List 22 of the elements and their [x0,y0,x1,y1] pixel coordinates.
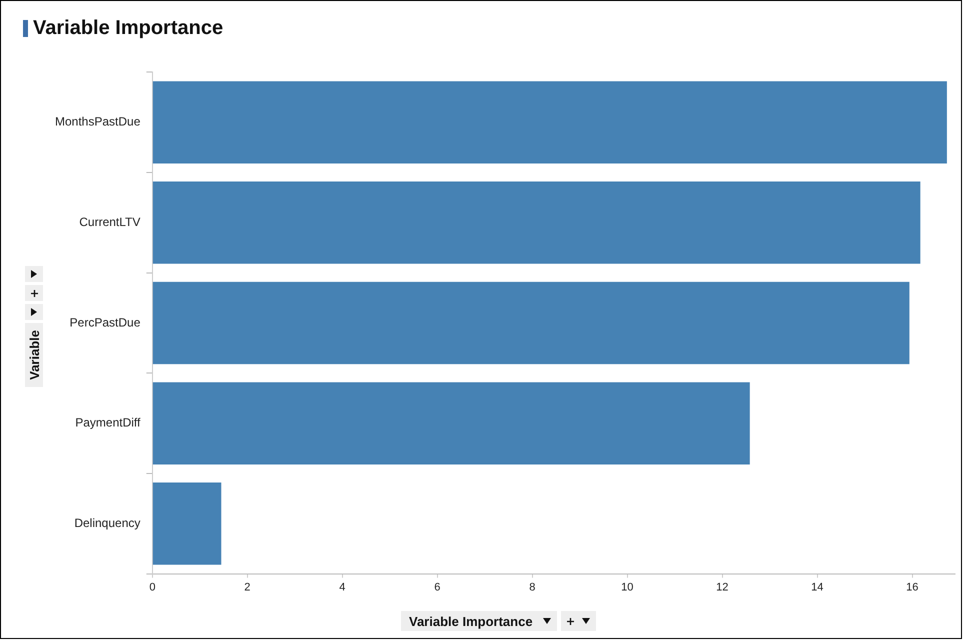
chart-title: Variable Importance [33,17,224,40]
bar [152,282,910,364]
y-tick-label: MonthsPastDue [54,114,141,129]
y-axis-title: Variable [26,330,42,380]
x-tick-label: 8 [529,581,536,594]
y-tick-label: Delinquency [74,516,140,530]
x-tick-label: 0 [149,581,156,594]
x-tick-label: 2 [244,581,250,594]
x-tick-label: 14 [811,581,824,594]
bar [152,182,920,264]
y-tick-label: PaymentDiff [75,416,142,430]
x-tick-label: 16 [906,581,918,594]
x-tick-label: 4 [339,581,346,594]
bar [152,482,222,565]
x-axis-title: Variable Importance [409,614,533,628]
y-tick-label: CurrentLTV [79,214,140,229]
x-tick-label: 6 [434,581,440,594]
bar [152,382,750,464]
x-tick-label: 10 [621,581,634,594]
x-tick-label: 12 [716,581,728,594]
bar [152,81,947,164]
y-tick-label: PercPastDue [70,315,141,330]
